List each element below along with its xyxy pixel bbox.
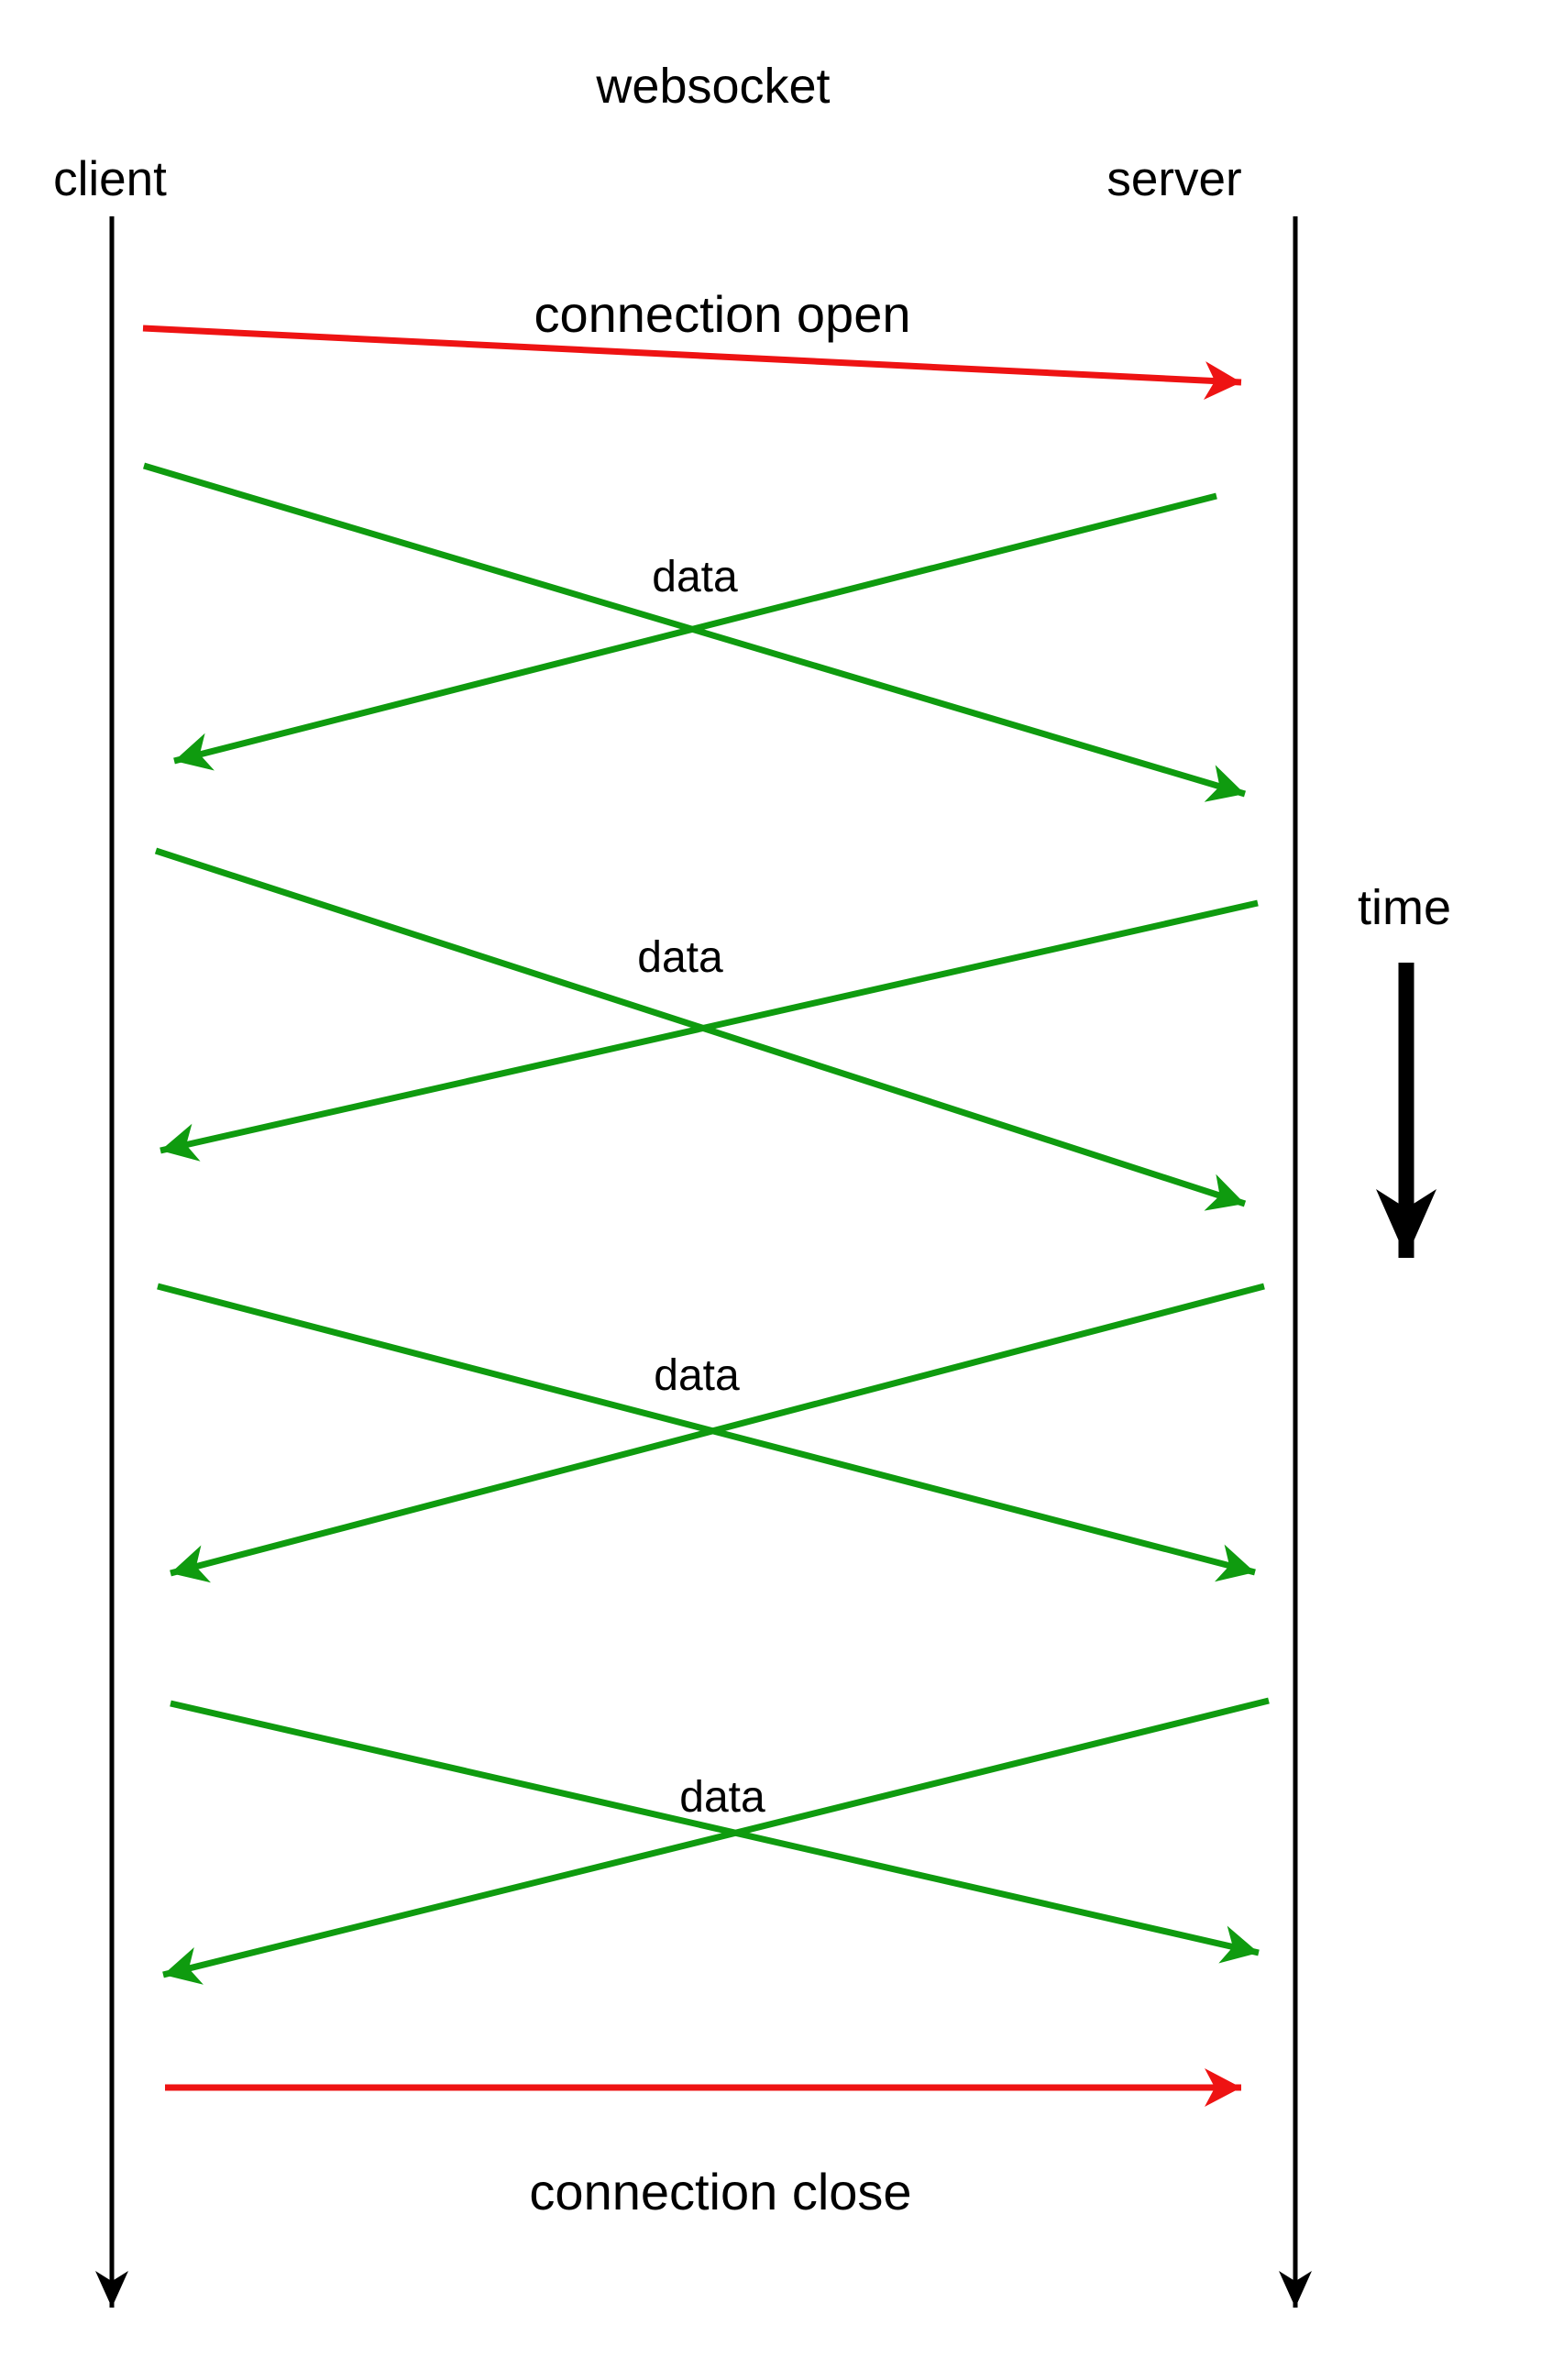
data3-server-to-client-arrow-arrowhead (171, 1545, 211, 1583)
connection-close-arrow-arrowhead (1205, 2068, 1241, 2107)
server-label: server (1106, 152, 1241, 206)
connection-open-label: connection open (534, 285, 910, 343)
data1-server-to-client-arrow-arrowhead (174, 733, 215, 771)
connection-open-arrow (142, 325, 1242, 386)
data2-server-to-client-arrow-arrowhead (160, 1123, 201, 1162)
server-lifeline-arrowhead (1279, 2271, 1312, 2308)
client-label: client (53, 152, 167, 206)
data1-server-to-client-arrow (173, 492, 1217, 765)
data4-server-to-client-arrow-arrowhead (163, 1947, 204, 1985)
data2-client-to-server-arrow-arrowhead (1204, 1173, 1245, 1211)
connection-close-label: connection close (529, 2163, 911, 2220)
data3-label: data (654, 1351, 740, 1400)
data4-label: data (679, 1773, 765, 1822)
client-lifeline-arrowhead (95, 2271, 128, 2308)
data3-client-to-server-arrow-arrowhead (1215, 1544, 1255, 1582)
diagram-title: websocket (595, 59, 830, 114)
time-label: time (1358, 880, 1451, 935)
data4-client-to-server-arrow (170, 1700, 1260, 1956)
time-arrow-arrowhead (1376, 1189, 1436, 1258)
data4-server-to-client-arrow (162, 1697, 1270, 1978)
connection-open-arrow-arrowhead (1204, 361, 1241, 400)
data3-client-to-server-arrow (157, 1283, 1256, 1576)
data2-server-to-client-arrow (160, 899, 1259, 1154)
data2-label: data (637, 933, 723, 982)
data1-client-to-server-arrow-arrowhead (1204, 765, 1245, 802)
data3-server-to-client-arrow (170, 1283, 1265, 1577)
data4-client-to-server-arrow-arrowhead (1218, 1925, 1259, 1964)
data1-label: data (652, 553, 738, 601)
